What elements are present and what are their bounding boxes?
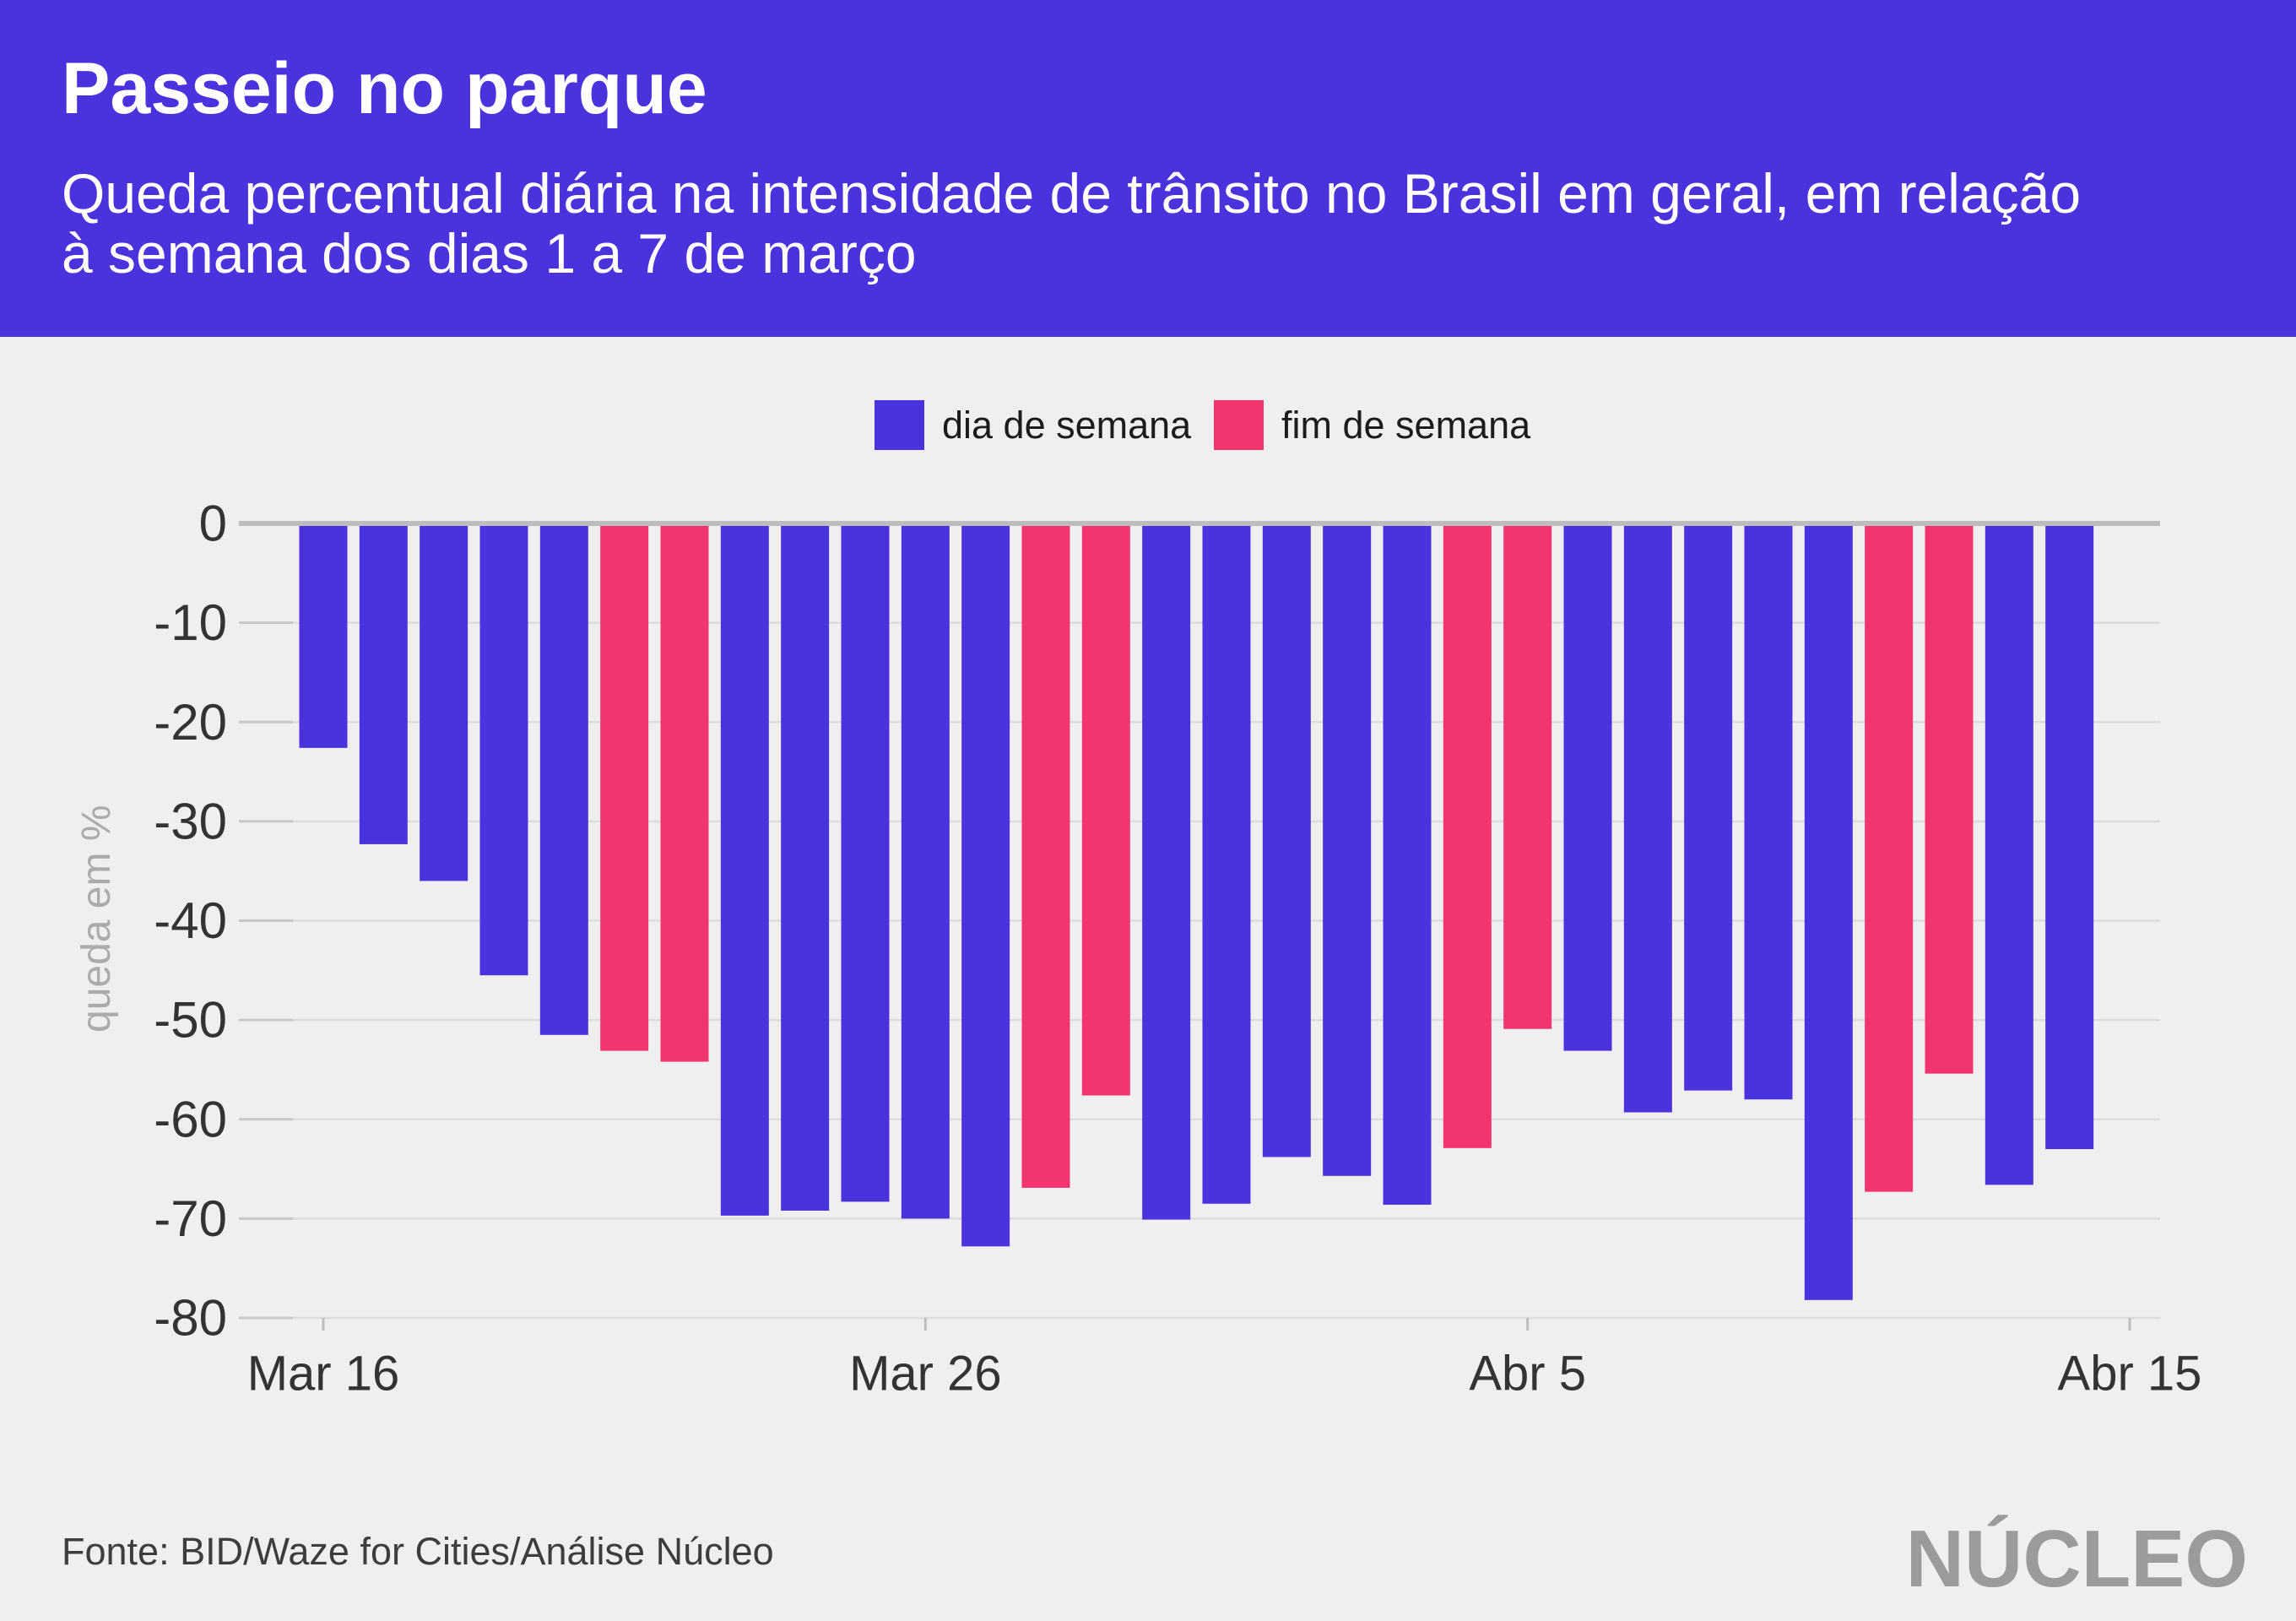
weekday-bar (1804, 523, 1853, 1300)
weekday-bar (961, 523, 1010, 1247)
weekend-bar (600, 523, 649, 1051)
weekday-bar (901, 523, 950, 1219)
legend-label-weekend: fim de semana (1281, 404, 1531, 447)
y-tick-label: -40 (154, 892, 227, 949)
header-banner: Passeio no parque Queda percentual diári… (0, 0, 2296, 337)
x-tick-label: Mar 16 (247, 1347, 400, 1401)
y-axis-title: queda em % (74, 805, 119, 1033)
weekend-bar (1081, 523, 1130, 1096)
weekday-bar (1985, 523, 2033, 1185)
weekend-bar (1021, 523, 1070, 1188)
x-tick-label: Abr 5 (1469, 1347, 1586, 1401)
x-tick-label: Mar 26 (849, 1347, 1002, 1401)
page-subtitle-line: Queda percentual diária na intensidade d… (62, 162, 2082, 225)
weekday-bar (1744, 523, 1793, 1100)
legend-swatch-weekday (875, 400, 924, 450)
weekday-bar (1684, 523, 1733, 1091)
y-tick-label: -20 (154, 694, 227, 751)
page-subtitle-line: à semana dos dias 1 a 7 de março (62, 222, 917, 285)
weekday-bar (539, 523, 588, 1035)
weekday-bar (1383, 523, 1432, 1205)
weekday-bar (1202, 523, 1251, 1204)
weekday-bar (1142, 523, 1191, 1220)
y-tick-label: -60 (154, 1091, 227, 1147)
weekend-bar (1443, 523, 1492, 1148)
source-note: Fonte: BID/Waze for Cities/Análise Núcle… (62, 1530, 774, 1573)
legend-swatch-weekend (1214, 400, 1264, 450)
weekend-bar (660, 523, 709, 1062)
y-tick-label: -80 (154, 1290, 227, 1347)
weekday-bar (841, 523, 890, 1202)
weekday-bar (1262, 523, 1311, 1157)
weekday-bar (299, 523, 348, 748)
weekday-bar (1623, 523, 1672, 1113)
y-tick-label: -50 (154, 992, 227, 1049)
x-tick-label: Abr 15 (2058, 1347, 2202, 1401)
legend-label-weekday: dia de semana (942, 404, 1192, 447)
page-title: Passeio no parque (62, 48, 707, 129)
weekday-bar (420, 523, 468, 881)
weekday-bar (781, 523, 830, 1211)
weekend-bar (1925, 523, 1974, 1074)
weekday-bar (479, 523, 528, 976)
weekday-bar (1563, 523, 1612, 1051)
brand-logo: NÚCLEO (1905, 1514, 2248, 1604)
y-tick-label: -10 (154, 594, 227, 651)
weekday-bar (1323, 523, 1372, 1176)
y-tick-label: -70 (154, 1190, 227, 1247)
weekday-bar (720, 523, 769, 1216)
weekend-bar (1865, 523, 1914, 1192)
weekday-bar (2045, 523, 2094, 1150)
y-tick-label: -30 (154, 793, 227, 849)
y-tick-label: 0 (199, 496, 227, 552)
weekday-bar (359, 523, 408, 844)
weekend-bar (1503, 523, 1552, 1029)
